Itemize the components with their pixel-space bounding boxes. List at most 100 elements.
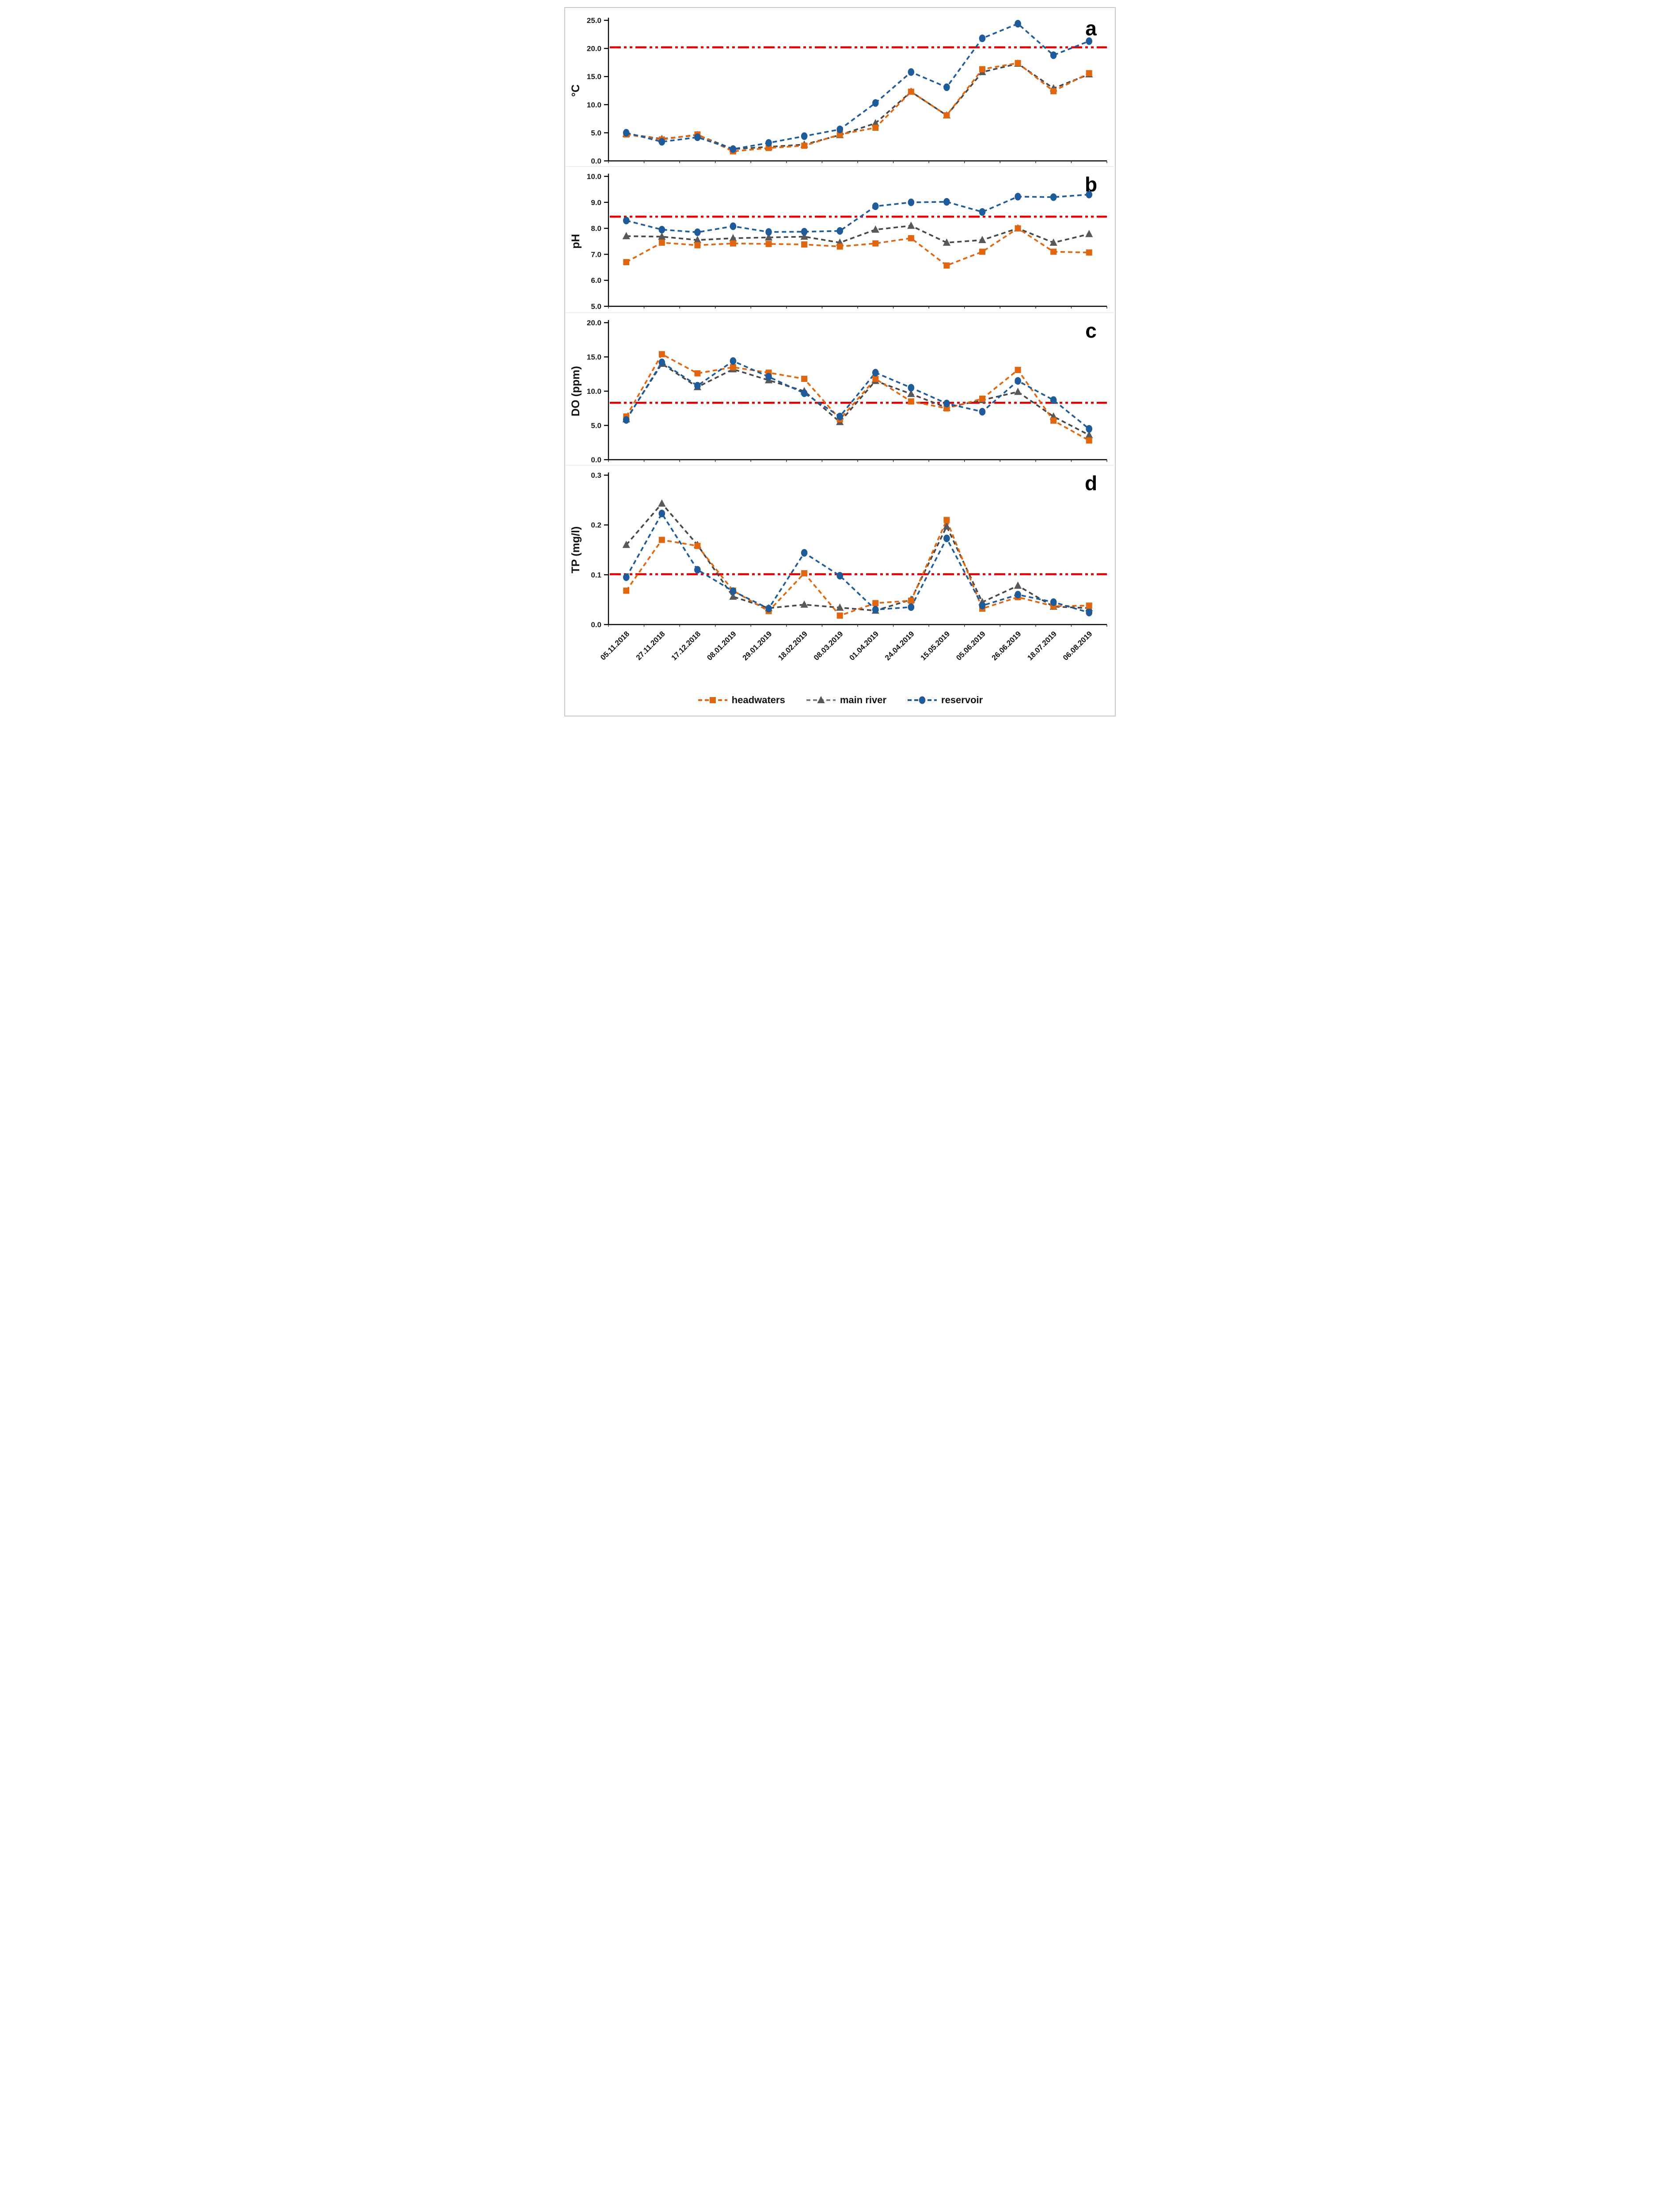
- series-reservoir-marker: [694, 228, 701, 236]
- series-main-river-marker: [622, 541, 630, 548]
- legend-label-reservoir: reservoir: [941, 694, 983, 705]
- series-main-river-marker: [729, 234, 737, 241]
- y-tick-label: 6.0: [591, 276, 601, 285]
- x-axis-label: 18.02.2019: [776, 629, 809, 662]
- legend-reservoir-marker: [919, 696, 926, 704]
- main-river-triangle-icon: [806, 696, 836, 703]
- series-headwaters-marker: [658, 351, 665, 358]
- panel-b-chart: 5.0 6.0 7.0 8.0 9.0 10.0 pH b: [570, 172, 1107, 311]
- y-tick-label: 0.2: [591, 521, 601, 530]
- page-root: 0.0 5.0 10.0 15.0 20.0 25.0 °C a 5.0 6.0 7.0 8.0 9.…: [555, 0, 1125, 721]
- series-headwaters-marker: [765, 145, 772, 151]
- series-main-river-marker: [871, 225, 879, 233]
- series-main-river-line: [625, 362, 1090, 436]
- series-reservoir-marker: [623, 217, 630, 225]
- series-reservoir-marker: [694, 382, 701, 390]
- legend-item-reservoir: reservoir: [907, 694, 983, 706]
- panel-letter-d: d: [1085, 472, 1097, 495]
- series-reservoir-marker: [979, 208, 986, 216]
- series-reservoir-marker: [872, 606, 879, 613]
- series-reservoir-marker: [801, 132, 808, 140]
- series-main-river-marker: [800, 232, 808, 240]
- series-reservoir-marker: [872, 369, 879, 377]
- series-headwaters-marker: [1050, 417, 1057, 424]
- series-reservoir-marker: [730, 145, 737, 153]
- series-reservoir-marker: [765, 373, 772, 381]
- y-tick-label: 25.0: [587, 16, 601, 25]
- series-reservoir-marker: [694, 133, 701, 141]
- x-axis-label: 18.07.2019: [1026, 629, 1058, 662]
- series-headwaters-marker: [623, 587, 630, 594]
- headwaters-square-icon: [698, 697, 727, 703]
- x-axis-label: 05.06.2019: [954, 629, 987, 662]
- legend-main-river-marker: [817, 696, 825, 703]
- series-headwaters-marker: [694, 242, 701, 248]
- series-reservoir-line: [626, 23, 1090, 150]
- x-axis-label: 15.05.2019: [919, 629, 952, 662]
- legend-label-main-river: main river: [840, 694, 887, 705]
- y-tick-label: 5.0: [591, 129, 601, 137]
- series-headwaters-line: [626, 62, 1090, 152]
- series-main-river-line: [625, 502, 1089, 612]
- series-reservoir-marker: [623, 416, 630, 424]
- series-reservoir-marker: [1050, 51, 1057, 59]
- series-main-river-marker: [943, 238, 951, 246]
- x-axis-label: 24.04.2019: [883, 629, 916, 662]
- series-reservoir-marker: [943, 198, 950, 206]
- series-reservoir-marker: [801, 549, 808, 557]
- y-tick-label: 15.0: [587, 353, 601, 362]
- series-reservoir-marker: [730, 222, 737, 230]
- panel-letter-b: b: [1085, 173, 1097, 196]
- y-tick-label: 9.0: [591, 198, 601, 207]
- series-reservoir-marker: [694, 566, 701, 574]
- series-reservoir-marker: [1086, 191, 1093, 198]
- series-reservoir-marker: [1086, 37, 1093, 45]
- series-headwaters-marker: [908, 398, 914, 405]
- series-headwaters-marker: [836, 612, 843, 619]
- series-main-river-marker: [800, 600, 808, 608]
- y-tick-label: 0.0: [591, 456, 601, 464]
- series-headwaters-marker: [1086, 602, 1092, 609]
- series-reservoir-marker: [658, 225, 665, 234]
- y-tick-label: 7.0: [591, 250, 601, 259]
- legend-item-headwaters: headwaters: [697, 694, 785, 706]
- series-headwaters-marker: [801, 142, 808, 149]
- series-reservoir-marker: [1086, 609, 1093, 617]
- series-main-river-marker: [622, 232, 630, 240]
- series-reservoir-marker: [908, 603, 915, 611]
- series-main-river-marker: [1085, 431, 1093, 438]
- series-headwaters-marker: [943, 112, 950, 118]
- series-reservoir-marker: [872, 202, 879, 210]
- series-headwaters-marker: [658, 537, 665, 543]
- series-reservoir-marker: [836, 412, 844, 420]
- series-reservoir-marker: [765, 228, 772, 236]
- legend-headwaters-marker: [709, 697, 716, 703]
- series-main-river-marker: [658, 232, 666, 240]
- series-headwaters-marker: [1086, 249, 1092, 256]
- series-headwaters-line: [625, 353, 1090, 442]
- series-headwaters-marker: [836, 243, 843, 250]
- reservoir-circle-icon: [908, 696, 937, 704]
- series-reservoir-marker: [836, 227, 844, 235]
- series-main-river-marker: [729, 592, 737, 600]
- series-headwaters-marker: [1050, 248, 1057, 255]
- y-tick-label: 0.3: [591, 471, 601, 480]
- x-axis-label: 06.08.2019: [1061, 629, 1094, 662]
- series-headwaters-marker: [872, 600, 879, 606]
- panel-a-chart: 0.0 5.0 10.0 15.0 20.0 25.0 °C a: [570, 16, 1107, 165]
- series-main-river-marker: [658, 499, 666, 507]
- series-reservoir-marker: [979, 602, 986, 610]
- series-headwaters-marker: [765, 240, 772, 247]
- x-axis-label: 27.11.2018: [635, 629, 667, 662]
- series-headwaters-marker: [730, 364, 736, 370]
- series-reservoir-marker: [979, 408, 986, 416]
- series-headwaters-marker: [943, 262, 950, 269]
- x-axis-label: 08.01.2019: [705, 629, 738, 662]
- series-reservoir-marker: [1050, 598, 1057, 606]
- series-reservoir-marker: [908, 68, 915, 76]
- series-reservoir-marker: [908, 384, 915, 392]
- series-reservoir-marker: [1050, 193, 1057, 201]
- series-main-river-marker: [764, 233, 773, 241]
- series-main-river-marker: [1014, 388, 1022, 395]
- series-main-river-marker: [907, 389, 915, 397]
